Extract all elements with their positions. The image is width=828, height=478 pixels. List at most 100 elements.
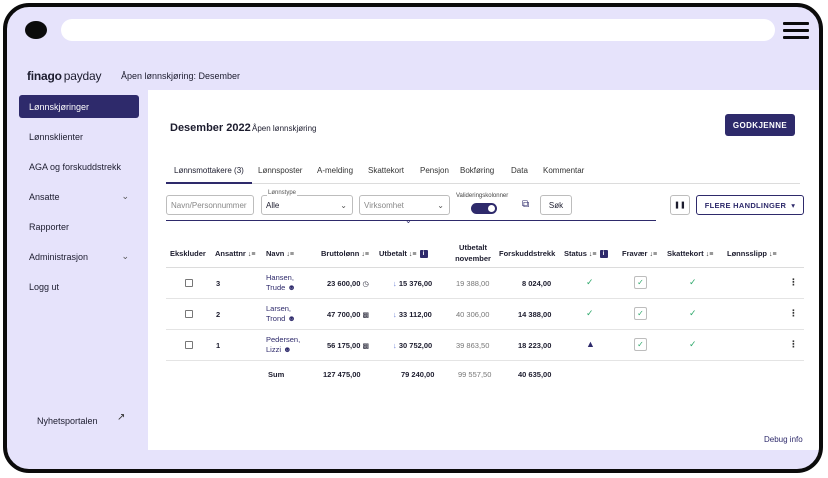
tab-data[interactable]: Data [511,166,528,175]
absence-check-icon[interactable]: ✓ [634,276,647,289]
col-gross[interactable]: Bruttolønn ↓≡ [321,249,369,258]
sidebar-item-administrasjon[interactable]: Administrasjon ⌄ [29,251,129,262]
sort-icon[interactable]: ↓≡ [286,251,294,258]
table-header: Ekskluder Ansattnr ↓≡ Navn ↓≡ Bruttolønn ↓≡… [166,238,804,268]
tab-pensjon[interactable]: Pensjon [420,166,449,175]
paid-november-cell: 39 863,50 [456,341,490,350]
tax-cell: 8 024,00 [522,279,552,288]
tab-lonnsmottakere[interactable]: Lønnsmottakere (3) [174,166,244,175]
virksomhet-select[interactable]: Virksomhet ⌄ [359,195,450,215]
sidebar-item-logg-ut[interactable]: Logg ut [29,281,60,292]
sidebar-item-rapporter[interactable]: Rapporter [29,221,70,232]
tab-bokforing[interactable]: Bokføring [460,166,495,175]
employee-name-link[interactable]: Larsen, Trond ☻ [266,304,296,323]
warning-icon[interactable]: ▲ [586,339,595,349]
pause-icon: ❚❚ [674,202,686,209]
lonnstype-select[interactable]: Lønnstype Alle ⌄ [261,190,353,215]
col-name[interactable]: Navn ↓≡ [266,249,294,258]
external-link-icon[interactable]: ↗ [117,412,126,423]
cash-icon: ▩ [362,312,370,319]
status-ok-icon: ✓ [586,277,594,287]
info-icon[interactable]: i [599,250,608,259]
sidebar-item-lonnsklienter[interactable]: Lønnsklienter [29,131,84,142]
row-menu-icon[interactable]: ⋮ [789,339,798,349]
chevron-down-icon: ⌄ [121,191,129,201]
sidebar-item-lonnskjoringer[interactable]: Lønnskjøringer [19,95,139,118]
caret-down-icon: ▾ [791,200,796,210]
pause-button[interactable]: ❚❚ [670,195,690,215]
active-tab-indicator [166,182,252,184]
tax-cell: 14 388,00 [518,310,552,319]
filter-divider [166,220,656,221]
table-row[interactable]: 3 Hansen, Trude ☻ 23 600,00 ◷ ↓ 15 376,00… [166,268,804,299]
row-menu-icon[interactable]: ⋮ [789,277,798,287]
col-exclude: Ekskluder [170,249,206,258]
paid-cell: ↓ 30 752,00 [393,341,433,350]
person-icon: ☻ [283,345,292,354]
expand-filters-icon[interactable]: ⌄ [405,216,412,225]
table-row[interactable]: 2 Larsen, Trond ☻ 47 700,00 ▩ ↓ 33 112,00… [166,299,804,330]
absence-check-icon[interactable]: ✓ [634,338,647,351]
sum-row: Sum 127 475,00 79 240,00 99 557,50 40 63… [166,361,804,392]
logo[interactable]: finago payday [27,69,102,83]
person-icon: ☻ [287,314,296,323]
news-portal-link[interactable]: Nyhetsportalen [37,416,98,426]
sort-icon[interactable]: ↓≡ [705,251,714,258]
row-menu-icon[interactable]: ⋮ [789,308,798,318]
table-row[interactable]: 1 Pedersen, Lizzi ☻ 56 175,00 ▩ ↓ 30 752,… [166,330,804,361]
paid-cell: ↓ 33 112,00 [393,310,432,319]
tax-cell: 18 223,00 [518,341,552,350]
chevron-down-icon: ⌄ [437,201,444,210]
exclude-checkbox[interactable] [185,310,193,318]
sort-icon[interactable]: ↓≡ [769,251,777,258]
page-title: Desember 2022 [170,122,251,134]
sort-icon[interactable]: ↓≡ [649,251,658,258]
sidebar-item-aga[interactable]: AGA og forskuddstrekk [29,161,122,172]
col-taxcard[interactable]: Skattekort ↓≡ [667,249,714,258]
tab-a-melding[interactable]: A-melding [317,166,354,175]
debug-info-link[interactable]: Debug info [764,435,803,444]
tab-kommentar[interactable]: Kommentar [543,166,585,175]
sort-icon[interactable]: ↓≡ [588,251,597,258]
device-frame: finago payday Åpen lønnskjøring: Desember… [3,3,823,473]
camera-dot [25,21,47,39]
person-icon: ☻ [287,283,296,292]
arrow-down-icon: ↓ [393,341,397,350]
address-bar[interactable] [61,19,775,41]
col-status[interactable]: Status ↓≡ i [564,248,608,260]
tab-skattekort[interactable]: Skattekort [368,166,405,175]
taxcard-check-icon: ✓ [689,308,697,318]
approve-button[interactable]: GODKJENNE [725,114,795,136]
col-payslip[interactable]: Lønnsslipp ↓≡ [727,249,777,258]
sum-tax: 40 635,00 [518,370,552,379]
employee-name-link[interactable]: Hansen, Trude ☻ [266,273,296,292]
search-input[interactable]: Navn/Personnummer [166,195,254,215]
more-actions-button[interactable]: FLERE HANDLINGER ▾ [696,195,804,215]
cash-icon: ▩ [362,343,370,350]
info-icon[interactable]: i [419,250,428,259]
col-absence[interactable]: Fravær ↓≡ [622,249,658,258]
sort-icon[interactable]: ↓≡ [361,251,369,258]
filter-clear-icon[interactable]: ⧉ [522,199,530,210]
exclude-checkbox[interactable] [185,279,193,287]
empno-cell: 1 [216,341,221,350]
employee-name-link[interactable]: Pedersen, Lizzi ☻ [266,335,301,354]
tab-lonnsposter[interactable]: Lønnsposter [258,166,303,175]
gross-cell: 56 175,00 ▩ [327,341,370,350]
hamburger-menu-icon[interactable] [783,22,809,40]
sidebar: Lønnskjøringer Lønnsklienter AGA og fors… [7,90,148,450]
taxcard-check-icon: ✓ [689,277,697,287]
search-button[interactable]: Søk [540,195,572,215]
gross-cell: 23 600,00 ◷ [327,279,369,288]
status-ok-icon: ✓ [586,308,594,318]
exclude-checkbox[interactable] [185,341,193,349]
col-paid[interactable]: Utbetalt ↓≡ i [379,248,428,260]
col-empno[interactable]: Ansattnr ↓≡ [215,249,256,258]
sum-paid: 79 240,00 [401,370,435,379]
sort-icon[interactable]: ↓≡ [247,251,256,258]
validation-columns-toggle[interactable] [471,203,497,214]
sidebar-item-ansatte[interactable]: Ansatte ⌄ [29,191,129,202]
absence-check-icon[interactable]: ✓ [634,307,647,320]
col-paid-november: Utbetalt november [455,243,491,263]
sort-icon[interactable]: ↓≡ [408,251,417,258]
